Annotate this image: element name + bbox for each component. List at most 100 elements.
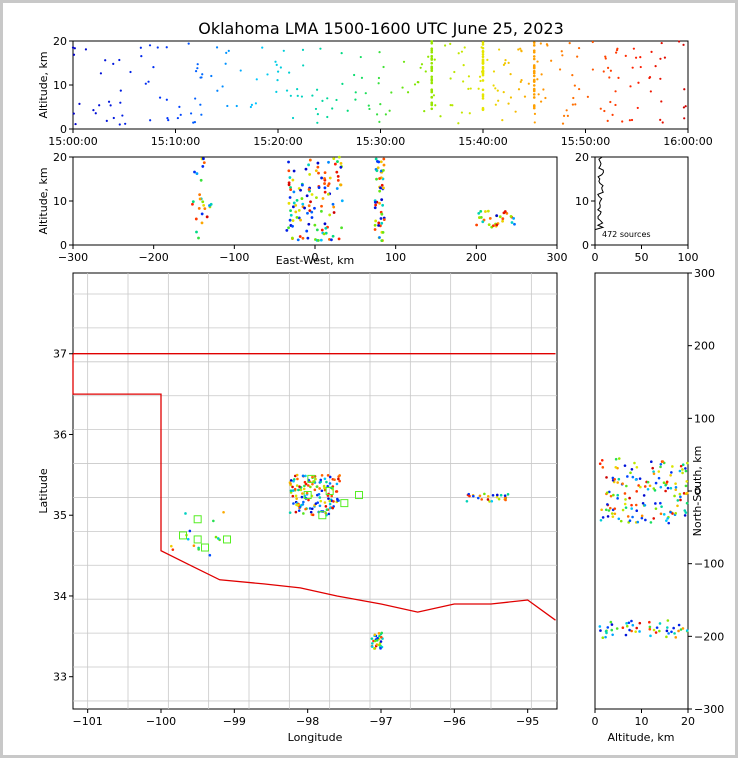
source-point <box>105 119 108 122</box>
source-point <box>316 112 319 116</box>
source-point <box>654 481 658 485</box>
source-point <box>195 230 198 234</box>
source-point <box>683 509 687 512</box>
source-point <box>301 503 305 506</box>
source-point <box>628 628 631 632</box>
source-point <box>666 626 669 629</box>
histogram-ytick-label: 0 <box>582 239 589 252</box>
source-point <box>532 96 536 99</box>
source-point <box>198 197 202 201</box>
source-point <box>306 236 310 240</box>
source-point <box>200 221 204 225</box>
source-point <box>492 84 495 87</box>
source-point <box>373 223 377 227</box>
source-point <box>322 232 326 236</box>
source-point <box>166 116 169 120</box>
source-point <box>320 176 323 180</box>
source-point <box>430 107 434 111</box>
source-point <box>374 203 378 207</box>
source-point <box>640 516 644 520</box>
source-point <box>685 501 689 505</box>
source-point <box>652 472 656 476</box>
source-point <box>118 123 121 126</box>
source-point <box>302 500 305 504</box>
east-west-xtick-label: −100 <box>219 251 249 264</box>
source-point <box>677 40 681 43</box>
source-point <box>239 69 242 72</box>
source-point <box>604 508 608 512</box>
source-point <box>319 499 323 503</box>
source-point <box>430 58 434 61</box>
source-point <box>291 219 295 222</box>
altitude-north-south-panel: Altitude, km North-South, km <box>594 272 704 744</box>
source-point <box>601 516 605 519</box>
source-point <box>651 466 654 470</box>
source-point <box>613 507 617 510</box>
time-altitude-points <box>71 40 687 126</box>
source-point <box>309 510 313 514</box>
source-point <box>112 116 115 120</box>
source-point <box>300 495 304 499</box>
map-xlabel: Longitude <box>288 731 343 744</box>
source-point <box>666 486 670 490</box>
source-point <box>657 476 661 480</box>
east-west-points <box>191 155 516 242</box>
source-point <box>684 105 687 108</box>
source-point <box>320 474 324 477</box>
source-point <box>319 478 323 482</box>
source-point <box>611 515 615 518</box>
source-point <box>332 157 336 160</box>
source-point <box>92 109 95 112</box>
histogram-line <box>594 156 605 245</box>
source-point <box>679 495 682 499</box>
source-point <box>674 486 678 489</box>
source-point <box>315 485 319 488</box>
source-point <box>566 114 569 117</box>
source-point <box>187 42 190 45</box>
source-point <box>74 122 77 126</box>
source-point <box>202 161 206 164</box>
source-point <box>532 71 536 75</box>
source-point <box>666 619 670 622</box>
source-point <box>287 181 291 185</box>
source-point <box>73 47 76 50</box>
source-point <box>202 203 206 207</box>
source-point <box>659 501 662 505</box>
source-point <box>492 70 496 73</box>
source-point <box>499 493 503 497</box>
county-map <box>72 273 557 709</box>
source-point <box>468 494 471 498</box>
source-point <box>604 635 607 639</box>
source-point <box>201 165 205 168</box>
source-point <box>301 202 305 206</box>
source-point <box>630 118 634 122</box>
source-point <box>324 505 328 508</box>
source-point <box>507 102 510 105</box>
source-point <box>578 87 581 91</box>
source-point <box>486 209 490 213</box>
oklahoma-boundary <box>72 353 556 621</box>
source-point <box>481 46 485 50</box>
source-point <box>674 482 677 485</box>
source-point <box>449 42 452 46</box>
source-point <box>165 46 168 49</box>
source-point <box>665 480 669 484</box>
source-point <box>684 492 688 496</box>
source-point <box>373 228 377 231</box>
source-point <box>532 74 536 78</box>
source-point <box>664 489 667 493</box>
source-point <box>307 222 311 226</box>
source-point <box>501 219 504 223</box>
source-point <box>379 217 383 220</box>
source-point <box>315 228 319 232</box>
source-point <box>683 88 686 91</box>
source-point <box>331 202 335 206</box>
source-point <box>311 475 314 479</box>
source-point <box>325 480 328 484</box>
source-point <box>339 161 343 165</box>
source-point <box>659 77 662 80</box>
source-point <box>194 217 198 221</box>
source-point <box>406 91 410 94</box>
source-point <box>669 473 672 477</box>
histogram-xtick-label: 0 <box>592 251 599 264</box>
